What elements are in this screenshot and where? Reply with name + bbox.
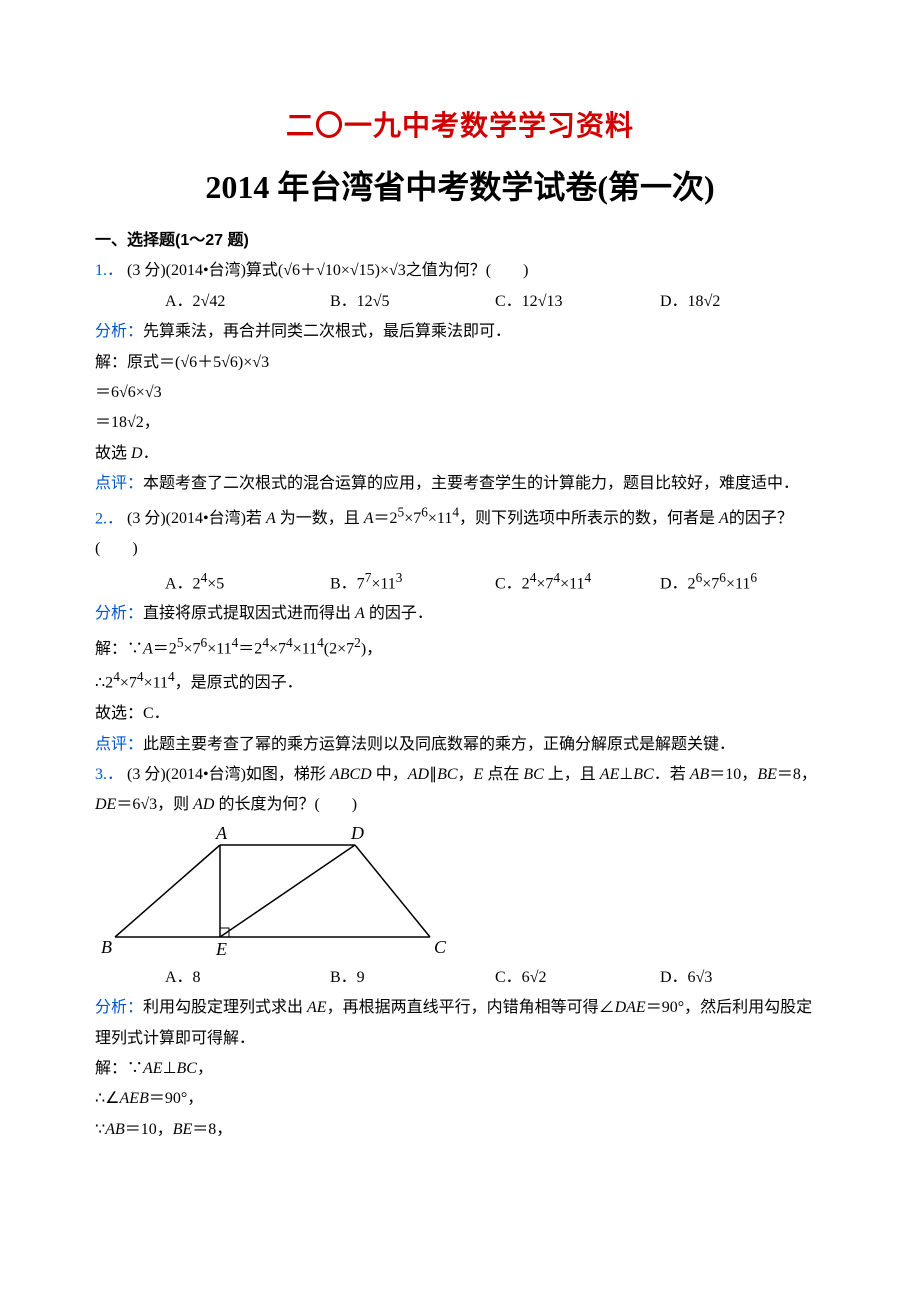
q1-text: (3 分)(2014•台湾)算式(√6＋√10×√15)×√3之值为何？( ) — [127, 262, 528, 279]
q3-sol-1: 解：∵AE⊥BC， — [95, 1054, 825, 1084]
q2-comment: 点评：此题主要考查了幂的乘方运算法则以及同底数幂的乘方，正确分解原式是解题关键． — [95, 730, 825, 760]
q1-sol-3: ＝18√2， — [95, 408, 825, 438]
comment-label: 点评： — [95, 736, 143, 753]
q2-optD: D．26×76×116 — [660, 565, 825, 600]
q3-optB: B．9 — [330, 963, 495, 993]
q3-stem: 3.． (3 分)(2014•台湾)如图，梯形 ABCD 中，AD∥BC，E 点… — [95, 760, 825, 821]
q1-sol-2: ＝6√6×√3 — [95, 378, 825, 408]
trapezoid-diagram: A D B E C — [95, 827, 455, 957]
analysis-label: 分析： — [95, 605, 143, 622]
svg-text:B: B — [101, 937, 112, 957]
q3-optA: A．8 — [165, 963, 330, 993]
q3-number: 3.． — [95, 766, 123, 783]
q2-text: (3 分)(2014•台湾)若 A 为一数，且 A＝25×76×114，则下列选… — [95, 510, 793, 557]
svg-text:D: D — [350, 827, 364, 843]
q1-stem: 1.． (3 分)(2014•台湾)算式(√6＋√10×√15)×√3之值为何？… — [95, 256, 825, 286]
q1-sol-1: 解：原式＝(√6＋5√6)×√3 — [95, 348, 825, 378]
q2-number: 2.． — [95, 510, 123, 527]
svg-text:C: C — [434, 937, 447, 957]
q3-analysis-text: 利用勾股定理列式求出 AE，再根据两直线平行，内错角相等可得∠DAE＝90°，然… — [95, 999, 812, 1046]
q1-optD: D．18√2 — [660, 287, 825, 317]
q1-analysis: 分析：先算乘法，再合并同类二次根式，最后算乘法即可． — [95, 317, 825, 347]
q2-sol-3: 故选：C． — [95, 699, 825, 729]
analysis-label: 分析： — [95, 323, 143, 340]
banner-text: 二〇一九中考数学学习资料 — [95, 100, 825, 153]
q2-options: A．24×5 B．77×113 C．24×74×114 D．26×76×116 — [95, 565, 825, 600]
q3-options: A．8 B．9 C．6√2 D．6√3 — [95, 963, 825, 993]
svg-text:A: A — [215, 827, 228, 843]
q3-sol-2: ∴∠AEB＝90°， — [95, 1084, 825, 1114]
q2-analysis: 分析：直接将原式提取因式进而得出 A 的因子． — [95, 599, 825, 629]
q2-comment-text: 此题主要考查了幂的乘方运算法则以及同底数幂的乘方，正确分解原式是解题关键． — [143, 736, 735, 753]
q3-sol-3: ∵AB＝10，BE＝8， — [95, 1115, 825, 1145]
q1-sol-4: 故选 D． — [95, 439, 825, 469]
q2-optB: B．77×113 — [330, 565, 495, 600]
q1-optC: C．12√13 — [495, 287, 660, 317]
q2-analysis-text: 直接将原式提取因式进而得出 A 的因子． — [143, 605, 433, 622]
q3-text: (3 分)(2014•台湾)如图，梯形 ABCD 中，AD∥BC，E 点在 BC… — [95, 766, 817, 813]
comment-label: 点评： — [95, 475, 143, 492]
q1-options: A．2√42 B．12√5 C．12√13 D．18√2 — [95, 287, 825, 317]
document-page: 二〇一九中考数学学习资料 2014 年台湾省中考数学试卷(第一次) 一、选择题(… — [0, 0, 920, 1205]
section-header: 一、选择题(1～27 题) — [95, 226, 825, 256]
q1-comment-text: 本题考查了二次根式的混合运算的应用，主要考查学生的计算能力，题目比较好，难度适中… — [143, 475, 799, 492]
q2-stem: 2.． (3 分)(2014•台湾)若 A 为一数，且 A＝25×76×114，… — [95, 500, 825, 565]
svg-text:E: E — [215, 939, 227, 957]
q3-optD: D．6√3 — [660, 963, 825, 993]
q2-sol-2: ∴24×74×114，是原式的因子． — [95, 664, 825, 699]
q2-optA: A．24×5 — [165, 565, 330, 600]
q1-number: 1.． — [95, 262, 123, 279]
q3-optC: C．6√2 — [495, 963, 660, 993]
q1-analysis-text: 先算乘法，再合并同类二次根式，最后算乘法即可． — [143, 323, 511, 340]
q1-comment: 点评：本题考查了二次根式的混合运算的应用，主要考查学生的计算能力，题目比较好，难… — [95, 469, 825, 499]
q1-optA: A．2√42 — [165, 287, 330, 317]
q2-optC: C．24×74×114 — [495, 565, 660, 600]
q1-optB: B．12√5 — [330, 287, 495, 317]
q3-analysis: 分析：利用勾股定理列式求出 AE，再根据两直线平行，内错角相等可得∠DAE＝90… — [95, 993, 825, 1054]
document-title: 2014 年台湾省中考数学试卷(第一次) — [95, 157, 825, 218]
q2-sol-1: 解：∵A＝25×76×114＝24×74×114(2×72)， — [95, 630, 825, 665]
analysis-label: 分析： — [95, 999, 143, 1016]
